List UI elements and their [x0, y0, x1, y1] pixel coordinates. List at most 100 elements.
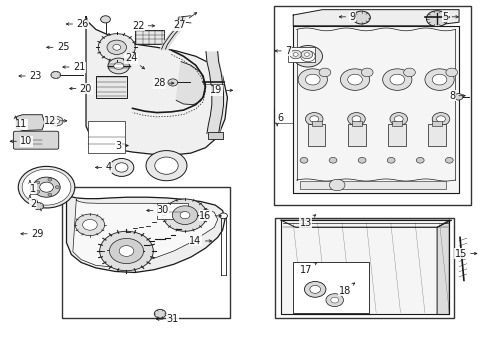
Text: 8: 8 [448, 91, 454, 101]
Circle shape [382, 69, 411, 90]
Circle shape [109, 238, 143, 264]
Circle shape [107, 40, 126, 54]
Text: 15: 15 [453, 248, 466, 258]
Circle shape [108, 58, 129, 74]
Polygon shape [86, 17, 227, 155]
Bar [273, 6, 470, 205]
Text: 17: 17 [300, 265, 312, 275]
Bar [391, 121, 401, 126]
Circle shape [347, 113, 365, 126]
Bar [347, 125, 365, 146]
Circle shape [300, 51, 315, 62]
Bar [157, 203, 188, 220]
Circle shape [309, 285, 320, 293]
Circle shape [293, 53, 298, 56]
Circle shape [289, 50, 301, 59]
Bar [288, 47, 315, 62]
Polygon shape [436, 220, 448, 315]
Circle shape [48, 193, 52, 196]
Circle shape [340, 69, 369, 90]
Circle shape [304, 282, 325, 297]
Text: 3: 3 [115, 140, 122, 150]
Bar [427, 125, 445, 146]
Circle shape [22, 169, 71, 205]
Polygon shape [66, 194, 224, 273]
Circle shape [305, 113, 323, 126]
Text: 1: 1 [30, 184, 36, 194]
Circle shape [167, 79, 177, 86]
Text: 21: 21 [73, 62, 85, 72]
Text: 30: 30 [157, 206, 169, 216]
Circle shape [445, 157, 452, 163]
Circle shape [146, 150, 186, 181]
Text: 22: 22 [132, 21, 144, 31]
Text: 9: 9 [348, 12, 355, 22]
Bar [61, 187, 229, 318]
Circle shape [351, 116, 360, 122]
Circle shape [114, 62, 123, 69]
Circle shape [36, 190, 40, 193]
Circle shape [113, 44, 121, 50]
Bar [274, 218, 453, 318]
Bar [88, 121, 125, 153]
Bar [207, 132, 222, 139]
Circle shape [180, 212, 189, 219]
Circle shape [309, 116, 318, 122]
Text: 4: 4 [105, 162, 111, 172]
Text: 28: 28 [153, 78, 165, 88]
Circle shape [219, 213, 227, 219]
Circle shape [82, 220, 97, 230]
Circle shape [453, 94, 462, 100]
Text: 29: 29 [31, 229, 43, 239]
Text: 31: 31 [166, 314, 179, 324]
Circle shape [305, 74, 320, 85]
Circle shape [325, 294, 343, 307]
Polygon shape [176, 62, 205, 105]
Circle shape [319, 68, 330, 77]
Circle shape [445, 68, 457, 77]
Circle shape [172, 206, 197, 225]
Circle shape [389, 113, 407, 126]
Text: 25: 25 [57, 42, 69, 52]
Circle shape [436, 116, 445, 122]
Circle shape [431, 74, 446, 85]
Circle shape [386, 157, 394, 163]
Bar [351, 121, 361, 126]
Circle shape [424, 69, 453, 90]
Circle shape [389, 74, 404, 85]
Text: 6: 6 [277, 113, 283, 123]
Circle shape [155, 157, 178, 174]
Polygon shape [16, 115, 44, 131]
Circle shape [431, 113, 449, 126]
Circle shape [154, 310, 165, 318]
Circle shape [18, 166, 75, 208]
Circle shape [415, 157, 423, 163]
Circle shape [40, 182, 53, 192]
Circle shape [393, 116, 402, 122]
Circle shape [75, 214, 104, 235]
Bar [299, 181, 445, 189]
Bar [387, 125, 405, 146]
Circle shape [36, 181, 40, 184]
Circle shape [403, 68, 414, 77]
Bar [294, 264, 370, 315]
Polygon shape [281, 220, 451, 227]
Circle shape [26, 172, 67, 202]
Text: 14: 14 [189, 236, 201, 246]
Circle shape [34, 203, 43, 210]
Text: 16: 16 [199, 211, 211, 221]
Text: 18: 18 [338, 286, 350, 296]
Circle shape [300, 157, 307, 163]
Polygon shape [293, 26, 458, 193]
Circle shape [347, 74, 362, 85]
Circle shape [298, 69, 327, 90]
Circle shape [100, 231, 153, 271]
Circle shape [358, 157, 365, 163]
Circle shape [352, 11, 369, 24]
Text: 10: 10 [20, 136, 32, 146]
Text: 11: 11 [15, 119, 27, 129]
Circle shape [361, 68, 372, 77]
Bar [431, 121, 441, 126]
Text: 5: 5 [441, 12, 447, 22]
Circle shape [98, 34, 135, 61]
